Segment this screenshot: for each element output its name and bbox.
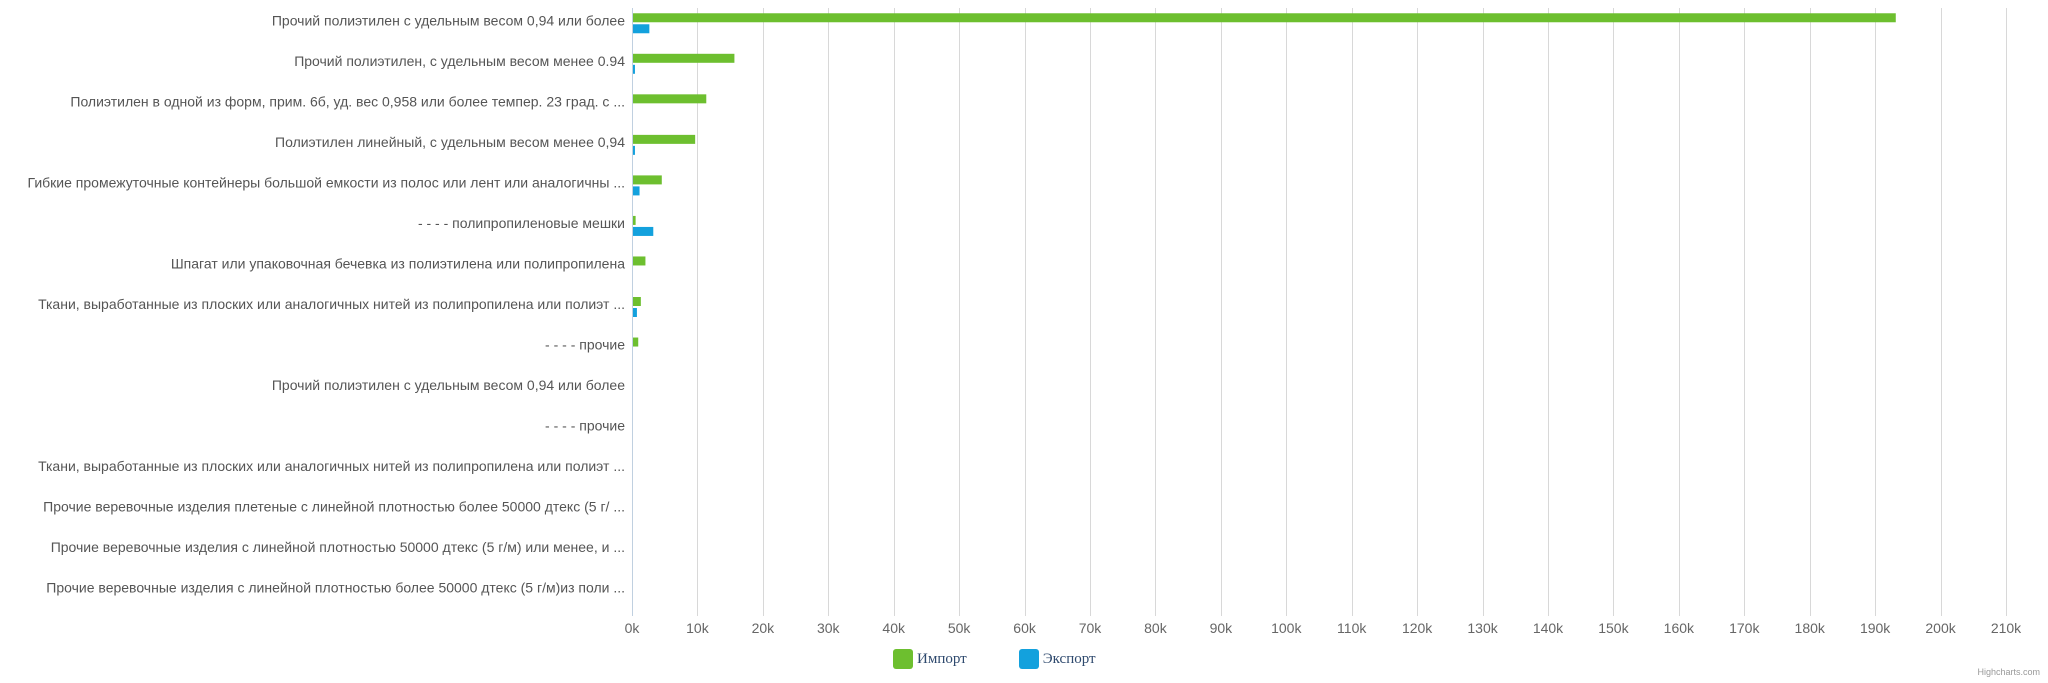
x-axis-tick-labels: 0k 10k 20k 30k 40k 50k 60k 70k 80k 90k 100k 110k 120…: [625, 620, 2023, 636]
bar-import[interactable]: [633, 94, 707, 104]
category-label: Прочий полиэтилен, с удельным весом мене…: [294, 53, 625, 69]
bar-import[interactable]: [633, 256, 646, 266]
legend-item-export[interactable]: Экспорт: [1018, 649, 1096, 669]
x-tick-label: 20k: [752, 620, 776, 636]
bar-export[interactable]: [633, 64, 635, 74]
x-tick-label: 10k: [686, 620, 710, 636]
x-tick-label: 150k: [1598, 620, 1629, 636]
category-label: - - - - полипропиленовые мешки: [418, 215, 625, 231]
x-tick-label: 70k: [1079, 620, 1103, 636]
category-label: Гибкие промежуточные контейнеры большой …: [28, 174, 625, 190]
bar-export[interactable]: [633, 226, 654, 236]
x-tick-label: 40k: [882, 620, 906, 636]
x-tick-label: 90k: [1210, 620, 1234, 636]
legend-item-import[interactable]: Импорт: [893, 649, 967, 669]
legend-label-import: Импорт: [917, 650, 967, 667]
category-label: Прочие веревочные изделия с линейной пло…: [51, 539, 625, 555]
x-tick-label: 120k: [1402, 620, 1433, 636]
bars: [633, 13, 1896, 347]
bar-export[interactable]: [633, 308, 637, 317]
bar-import[interactable]: [633, 53, 735, 63]
x-tick-label: 200k: [1925, 620, 1956, 636]
category-label: Полиэтилен в одной из форм, прим. 6б, уд…: [70, 93, 625, 109]
x-tick-label: 110k: [1337, 620, 1367, 636]
x-tick-label: 0k: [625, 620, 641, 636]
bar-import[interactable]: [633, 297, 641, 306]
category-label: Шпагат или упаковочная бечевка из полиэт…: [171, 255, 625, 271]
bar-import[interactable]: [633, 337, 639, 347]
bar-import[interactable]: [633, 13, 1896, 23]
x-tick-label: 210k: [1991, 620, 2022, 636]
bar-import[interactable]: [633, 134, 696, 144]
bar-export[interactable]: [633, 24, 650, 34]
category-label: Полиэтилен линейный, с удельным весом ме…: [275, 134, 625, 150]
x-tick-label: 80k: [1144, 620, 1168, 636]
legend-swatch-import: [893, 649, 913, 669]
x-tick-label: 60k: [1013, 620, 1037, 636]
category-label: Прочий полиэтилен с удельным весом 0,94 …: [272, 377, 625, 393]
category-label: - - - - прочие: [545, 337, 625, 353]
x-tick-label: 130k: [1467, 620, 1498, 636]
bar-export[interactable]: [633, 145, 635, 155]
x-tick-label: 140k: [1533, 620, 1564, 636]
category-label: Ткани, выработанные из плоских или анало…: [38, 296, 625, 312]
x-tick-label: 190k: [1860, 620, 1891, 636]
x-tick-label: 50k: [948, 620, 972, 636]
credits-link[interactable]: Highcharts.com: [1977, 667, 2040, 677]
bar-import[interactable]: [633, 215, 636, 225]
category-label: Прочие веревочные изделия плетеные с лин…: [43, 499, 625, 515]
category-label: Прочий полиэтилен с удельным весом 0,94 …: [272, 12, 625, 28]
category-label: - - - - прочие: [545, 418, 625, 434]
legend-label-export: Экспорт: [1042, 650, 1096, 667]
bar-import[interactable]: [633, 175, 662, 185]
x-tick-label: 180k: [1795, 620, 1826, 636]
x-tick-label: 30k: [817, 620, 841, 636]
bar-export[interactable]: [633, 186, 640, 196]
x-tick-label: 160k: [1664, 620, 1695, 636]
category-label: Прочие веревочные изделия с линейной пло…: [46, 580, 625, 596]
legend-swatch-export: [1018, 649, 1039, 669]
x-tick-label: 100k: [1271, 620, 1302, 636]
x-tick-label: 170k: [1729, 620, 1760, 636]
category-label: Ткани, выработанные из плоских или анало…: [38, 458, 625, 474]
gridlines: [632, 8, 2007, 616]
category-labels: Прочий полиэтилен с удельным весом 0,94 …: [28, 12, 626, 595]
legend: Импорт Экспорт: [893, 648, 1148, 670]
